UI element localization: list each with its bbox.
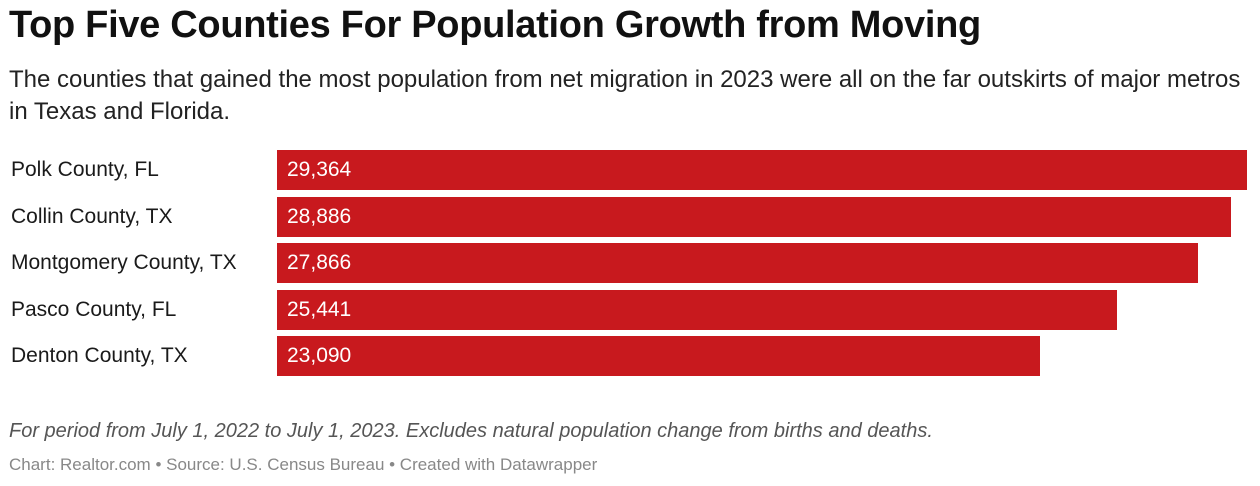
chart-title: Top Five Counties For Population Growth …: [9, 4, 981, 46]
category-label: Pasco County, FL: [11, 298, 177, 321]
bar: [277, 150, 1247, 190]
bar-value-label: 23,090: [287, 344, 352, 367]
bar-row: Polk County, FL 29,364: [0, 150, 1260, 190]
bar-value-label: 28,886: [287, 205, 352, 228]
bar: [277, 336, 1040, 376]
bar-row: Denton County, TX 23,090: [0, 336, 1260, 376]
bar: [277, 197, 1231, 237]
bar-row: Montgomery County, TX 27,866: [0, 243, 1260, 283]
category-label: Montgomery County, TX: [11, 251, 237, 274]
chart-note: For period from July 1, 2022 to July 1, …: [9, 420, 933, 442]
category-label: Denton County, TX: [11, 344, 188, 367]
bar: [277, 243, 1198, 283]
bar-chart: Polk County, FL 29,364 Collin County, TX 28…: [0, 150, 1260, 380]
bar-value-label: 29,364: [287, 158, 352, 181]
bar: [277, 290, 1117, 330]
bar-row: Collin County, TX 28,886: [0, 197, 1260, 237]
category-label: Polk County, FL: [11, 158, 159, 181]
bar-value-label: 27,866: [287, 251, 352, 274]
category-label: Collin County, TX: [11, 205, 173, 228]
bar-row: Pasco County, FL 25,441: [0, 290, 1260, 330]
chart-credits: Chart: Realtor.com • Source: U.S. Census…: [9, 455, 598, 474]
bar-value-label: 25,441: [287, 298, 352, 321]
chart-subtitle: The counties that gained the most popula…: [9, 66, 1241, 125]
